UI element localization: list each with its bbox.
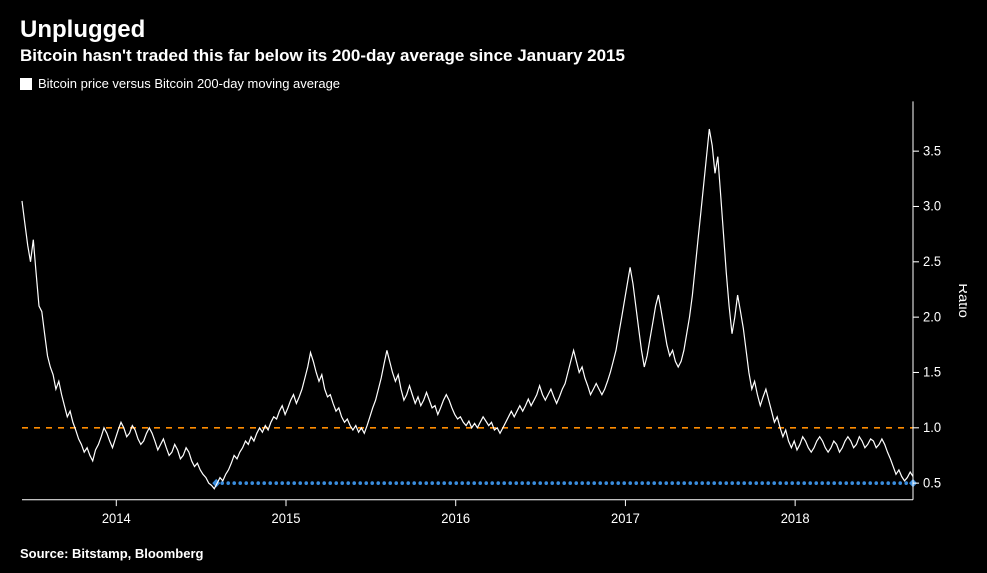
chart-area: 0.5 1.0 1.5 2.0 2.5 3.0 3.5 Ratio 2014 2015 2016 20… bbox=[20, 95, 967, 540]
svg-text:1.5: 1.5 bbox=[923, 364, 941, 379]
chart-subtitle: Bitcoin hasn't traded this far below its… bbox=[20, 46, 967, 66]
svg-text:2018: 2018 bbox=[781, 511, 810, 526]
svg-text:Ratio: Ratio bbox=[955, 283, 967, 318]
svg-text:0.5: 0.5 bbox=[923, 475, 941, 490]
legend-label: Bitcoin price versus Bitcoin 200-day mov… bbox=[38, 76, 340, 91]
svg-text:2.0: 2.0 bbox=[923, 309, 941, 324]
chart-source: Source: Bitstamp, Bloomberg bbox=[20, 546, 967, 561]
svg-text:2014: 2014 bbox=[102, 511, 131, 526]
legend-swatch bbox=[20, 78, 32, 90]
line-chart: 0.5 1.0 1.5 2.0 2.5 3.0 3.5 Ratio 2014 2015 2016 20… bbox=[20, 95, 967, 540]
svg-text:3.5: 3.5 bbox=[923, 143, 941, 158]
svg-text:1.0: 1.0 bbox=[923, 420, 941, 435]
legend: Bitcoin price versus Bitcoin 200-day mov… bbox=[20, 76, 967, 91]
svg-text:2016: 2016 bbox=[441, 511, 470, 526]
svg-text:2017: 2017 bbox=[611, 511, 640, 526]
svg-text:2015: 2015 bbox=[272, 511, 301, 526]
chart-title: Unplugged bbox=[20, 16, 967, 44]
svg-text:2.5: 2.5 bbox=[923, 254, 941, 269]
svg-text:3.0: 3.0 bbox=[923, 198, 941, 213]
